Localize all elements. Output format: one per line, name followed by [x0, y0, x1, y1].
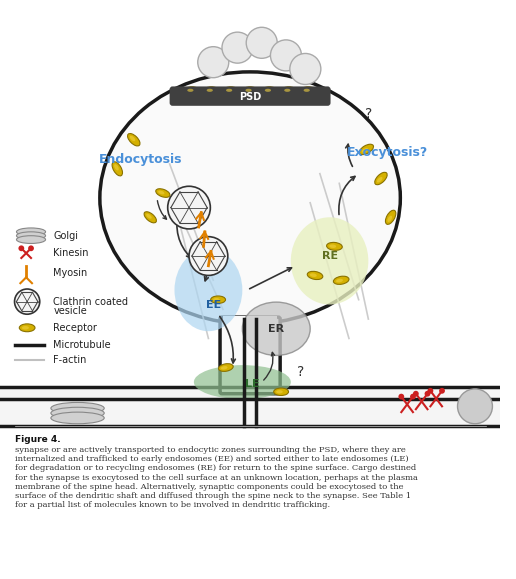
Ellipse shape — [226, 89, 232, 92]
Ellipse shape — [194, 365, 291, 399]
Ellipse shape — [17, 228, 45, 236]
Ellipse shape — [19, 324, 35, 332]
Text: Kinesin: Kinesin — [53, 248, 89, 258]
Ellipse shape — [385, 210, 396, 224]
Ellipse shape — [359, 144, 374, 155]
Text: RE: RE — [321, 251, 337, 261]
Ellipse shape — [336, 278, 343, 283]
Text: PSD: PSD — [239, 92, 261, 102]
Circle shape — [246, 27, 277, 58]
Ellipse shape — [158, 190, 165, 195]
Circle shape — [189, 237, 228, 276]
Ellipse shape — [130, 135, 135, 141]
Ellipse shape — [51, 407, 104, 419]
Text: Endocytosis: Endocytosis — [99, 153, 182, 166]
Bar — [223, 193, 277, 208]
FancyBboxPatch shape — [0, 387, 500, 426]
Circle shape — [410, 394, 416, 400]
Ellipse shape — [219, 364, 233, 371]
Ellipse shape — [310, 273, 317, 277]
Circle shape — [14, 289, 40, 314]
Text: Microtubule: Microtubule — [53, 340, 111, 350]
Text: Clathrin coated: Clathrin coated — [53, 297, 128, 307]
Ellipse shape — [333, 276, 349, 284]
Text: Myosin: Myosin — [53, 267, 88, 277]
Ellipse shape — [329, 244, 336, 248]
Text: Figure 4.: Figure 4. — [14, 435, 60, 445]
Ellipse shape — [377, 177, 382, 182]
Text: ER: ER — [268, 324, 284, 334]
Ellipse shape — [174, 249, 243, 331]
Ellipse shape — [243, 302, 310, 356]
Ellipse shape — [17, 232, 45, 240]
Ellipse shape — [307, 272, 323, 280]
Ellipse shape — [284, 89, 291, 92]
Text: Receptor: Receptor — [53, 323, 97, 333]
Ellipse shape — [211, 296, 225, 303]
Ellipse shape — [17, 236, 45, 243]
Ellipse shape — [185, 87, 199, 94]
Circle shape — [222, 32, 253, 63]
FancyBboxPatch shape — [220, 317, 280, 394]
Ellipse shape — [146, 214, 152, 219]
Ellipse shape — [207, 89, 213, 92]
Text: vesicle: vesicle — [53, 306, 87, 317]
Ellipse shape — [243, 87, 257, 94]
Ellipse shape — [221, 366, 228, 369]
Text: ?: ? — [297, 365, 304, 379]
Ellipse shape — [273, 388, 288, 395]
Ellipse shape — [156, 189, 170, 197]
Ellipse shape — [114, 164, 119, 170]
Ellipse shape — [375, 173, 387, 185]
Circle shape — [439, 388, 445, 394]
Ellipse shape — [213, 298, 220, 301]
Circle shape — [290, 53, 321, 85]
Text: LE: LE — [245, 379, 260, 389]
Ellipse shape — [51, 412, 104, 424]
Ellipse shape — [276, 390, 283, 393]
Ellipse shape — [327, 243, 342, 250]
Ellipse shape — [127, 134, 140, 146]
Text: ?: ? — [365, 107, 372, 120]
Circle shape — [28, 245, 34, 251]
Ellipse shape — [187, 89, 194, 92]
Circle shape — [398, 394, 404, 400]
Ellipse shape — [100, 72, 400, 324]
Circle shape — [458, 389, 492, 424]
Ellipse shape — [112, 162, 122, 176]
Text: F-actin: F-actin — [53, 355, 87, 365]
Ellipse shape — [246, 89, 252, 92]
Ellipse shape — [51, 402, 104, 414]
Text: Exocytosis?: Exocytosis? — [347, 146, 428, 159]
Ellipse shape — [265, 89, 271, 92]
FancyBboxPatch shape — [170, 86, 331, 106]
Circle shape — [413, 391, 419, 397]
Ellipse shape — [263, 87, 277, 94]
Ellipse shape — [303, 89, 310, 92]
Ellipse shape — [291, 217, 368, 305]
Ellipse shape — [282, 87, 296, 94]
Ellipse shape — [362, 148, 368, 153]
Ellipse shape — [22, 326, 29, 329]
Ellipse shape — [204, 87, 218, 94]
Text: EE: EE — [206, 299, 221, 310]
Circle shape — [168, 186, 211, 229]
Bar — [223, 316, 277, 336]
Text: Golgi: Golgi — [53, 230, 78, 241]
Circle shape — [198, 47, 229, 78]
Ellipse shape — [388, 215, 392, 222]
Circle shape — [19, 245, 24, 251]
Ellipse shape — [144, 212, 156, 223]
Text: synapse or are actively transported to endocytic zones surrounding the PSD, wher: synapse or are actively transported to e… — [14, 446, 417, 510]
Circle shape — [425, 391, 430, 397]
Circle shape — [427, 388, 433, 394]
Ellipse shape — [301, 87, 315, 94]
Ellipse shape — [224, 87, 238, 94]
Circle shape — [270, 40, 301, 71]
